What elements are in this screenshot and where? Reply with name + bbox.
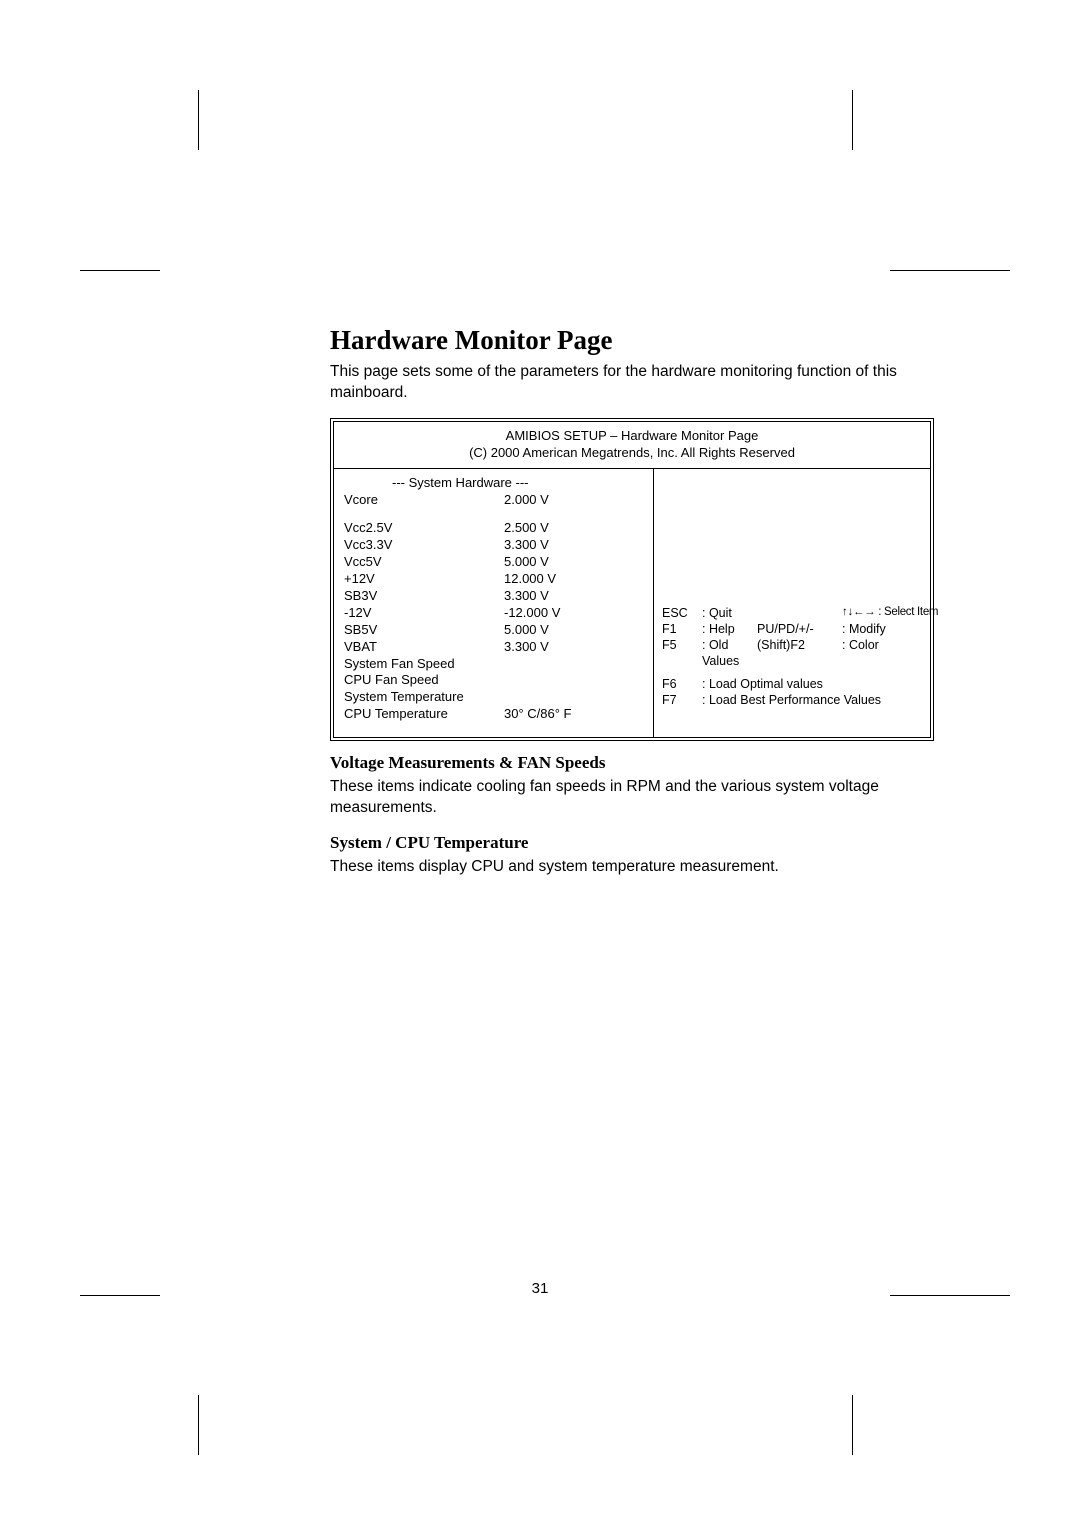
bios-row-label: CPU Temperature — [344, 706, 504, 723]
bios-row-label: VBAT — [344, 639, 504, 656]
help-desc-modify: : Modify — [842, 621, 922, 637]
help-key-f1: F1 — [662, 621, 702, 637]
bios-row-value: 3.300 V — [504, 588, 643, 605]
section-body: These items display CPU and system tempe… — [330, 857, 945, 878]
help-desc-color: : Color — [842, 637, 922, 670]
section-heading: System / CPU Temperature — [330, 833, 945, 853]
bios-row-value: 3.300 V — [504, 537, 643, 554]
help-desc-quit: : Quit — [702, 605, 842, 621]
help-row: F7 : Load Best Performance Values — [662, 692, 922, 708]
bios-header-line1: AMIBIOS SETUP – Hardware Monitor Page — [342, 428, 922, 445]
section-body: These items indicate cooling fan speeds … — [330, 777, 945, 819]
bios-value-row: CPU Fan Speed — [344, 672, 643, 689]
help-desc-best: : Load Best Performance Values — [702, 692, 881, 708]
bios-row-label: Vcc3.3V — [344, 537, 504, 554]
bios-row-value: 5.000 V — [504, 622, 643, 639]
bios-row-label: System Temperature — [344, 689, 504, 706]
help-desc-help: : Help — [702, 621, 757, 637]
help-row: F5 : Old Values (Shift)F2 : Color — [662, 637, 922, 670]
bios-row-label: Vcc2.5V — [344, 520, 504, 537]
bios-row-value — [504, 672, 643, 689]
bios-row-label: SB3V — [344, 588, 504, 605]
bios-value-row: -12V-12.000 V — [344, 605, 643, 622]
crop-mark — [852, 1395, 853, 1455]
page-number: 31 — [0, 1280, 1080, 1297]
help-row: F6 : Load Optimal values — [662, 676, 922, 692]
bios-row-label: +12V — [344, 571, 504, 588]
bios-value-row: Vcore2.000 V — [344, 492, 643, 509]
bios-value-row: VBAT3.300 V — [344, 639, 643, 656]
help-arrows: ↑↓←→ : Select Item — [842, 605, 922, 621]
bios-row-value: 3.300 V — [504, 639, 643, 656]
help-key-f5: F5 — [662, 637, 702, 670]
help-key-f6: F6 — [662, 676, 702, 692]
help-desc-optimal: : Load Optimal values — [702, 676, 823, 692]
bios-row-value: 12.000 V — [504, 571, 643, 588]
bios-value-row: SB3V3.300 V — [344, 588, 643, 605]
bios-row-label: SB5V — [344, 622, 504, 639]
bios-row-value: -12.000 V — [504, 605, 643, 622]
bios-value-row: Vcc5V5.000 V — [344, 554, 643, 571]
intro-text: This page sets some of the parameters fo… — [330, 362, 945, 404]
help-desc-old: : Old Values — [702, 637, 757, 670]
bios-help-area: ESC : Quit ↑↓←→ : Select Item F1 : Help … — [662, 605, 922, 709]
bios-row-value: 30° C/86° F — [504, 706, 643, 723]
content-area: Hardware Monitor Page This page sets som… — [330, 325, 945, 892]
bios-value-row: SB5V5.000 V — [344, 622, 643, 639]
bios-row-value — [504, 656, 643, 673]
bios-value-row: CPU Temperature30° C/86° F — [344, 706, 643, 723]
bios-value-row: +12V12.000 V — [344, 571, 643, 588]
help-key-f7: F7 — [662, 692, 702, 708]
bios-row-label: -12V — [344, 605, 504, 622]
help-row: F1 : Help PU/PD/+/- : Modify — [662, 621, 922, 637]
bios-value-row: System Fan Speed — [344, 656, 643, 673]
bios-left-panel: --- System Hardware --- Vcore2.000 V Vcc… — [334, 469, 654, 737]
bios-header: AMIBIOS SETUP – Hardware Monitor Page (C… — [334, 422, 930, 468]
bios-row-label: Vcore — [344, 492, 504, 509]
help-key-sf2: (Shift)F2 — [757, 637, 842, 670]
bios-row-label: Vcc5V — [344, 554, 504, 571]
bios-right-panel: ESC : Quit ↑↓←→ : Select Item F1 : Help … — [654, 469, 930, 737]
bios-row-value: 2.000 V — [504, 492, 643, 509]
crop-mark — [890, 270, 1010, 271]
help-row: ESC : Quit ↑↓←→ : Select Item — [662, 605, 922, 621]
crop-mark — [852, 90, 853, 150]
document-page: Hardware Monitor Page This page sets som… — [0, 0, 1080, 1525]
bios-value-row: Vcc2.5V2.500 V — [344, 520, 643, 537]
bios-header-line2: (C) 2000 American Megatrends, Inc. All R… — [342, 445, 922, 462]
crop-mark — [80, 270, 160, 271]
bios-value-row: Vcc3.3V3.300 V — [344, 537, 643, 554]
section-heading: Voltage Measurements & FAN Speeds — [330, 753, 945, 773]
crop-mark — [198, 1395, 199, 1455]
bios-row-label: CPU Fan Speed — [344, 672, 504, 689]
bios-screen: AMIBIOS SETUP – Hardware Monitor Page (C… — [330, 418, 934, 741]
bios-row-value — [504, 689, 643, 706]
bios-body: --- System Hardware --- Vcore2.000 V Vcc… — [334, 468, 930, 737]
bios-section-title: --- System Hardware --- — [344, 475, 643, 492]
bios-value-row: System Temperature — [344, 689, 643, 706]
help-key-esc: ESC — [662, 605, 702, 621]
help-key-pupd: PU/PD/+/- — [757, 621, 842, 637]
bios-row-value: 5.000 V — [504, 554, 643, 571]
bios-row-label: System Fan Speed — [344, 656, 504, 673]
crop-mark — [198, 90, 199, 150]
page-title: Hardware Monitor Page — [330, 325, 945, 356]
bios-row-value: 2.500 V — [504, 520, 643, 537]
